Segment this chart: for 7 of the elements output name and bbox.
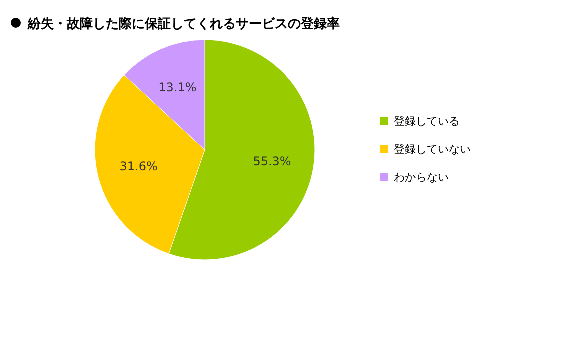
data-label: 31.6% — [120, 160, 158, 174]
legend-label: わからない — [394, 171, 449, 184]
data-label: 13.1% — [158, 80, 197, 94]
legend-label: 登録している — [394, 115, 460, 128]
data-label: 55.3% — [253, 154, 292, 168]
legend-label: 登録していない — [394, 143, 471, 156]
chart-title: 紛失・故障した際に保証してくれるサービスの登録率 — [27, 16, 340, 32]
